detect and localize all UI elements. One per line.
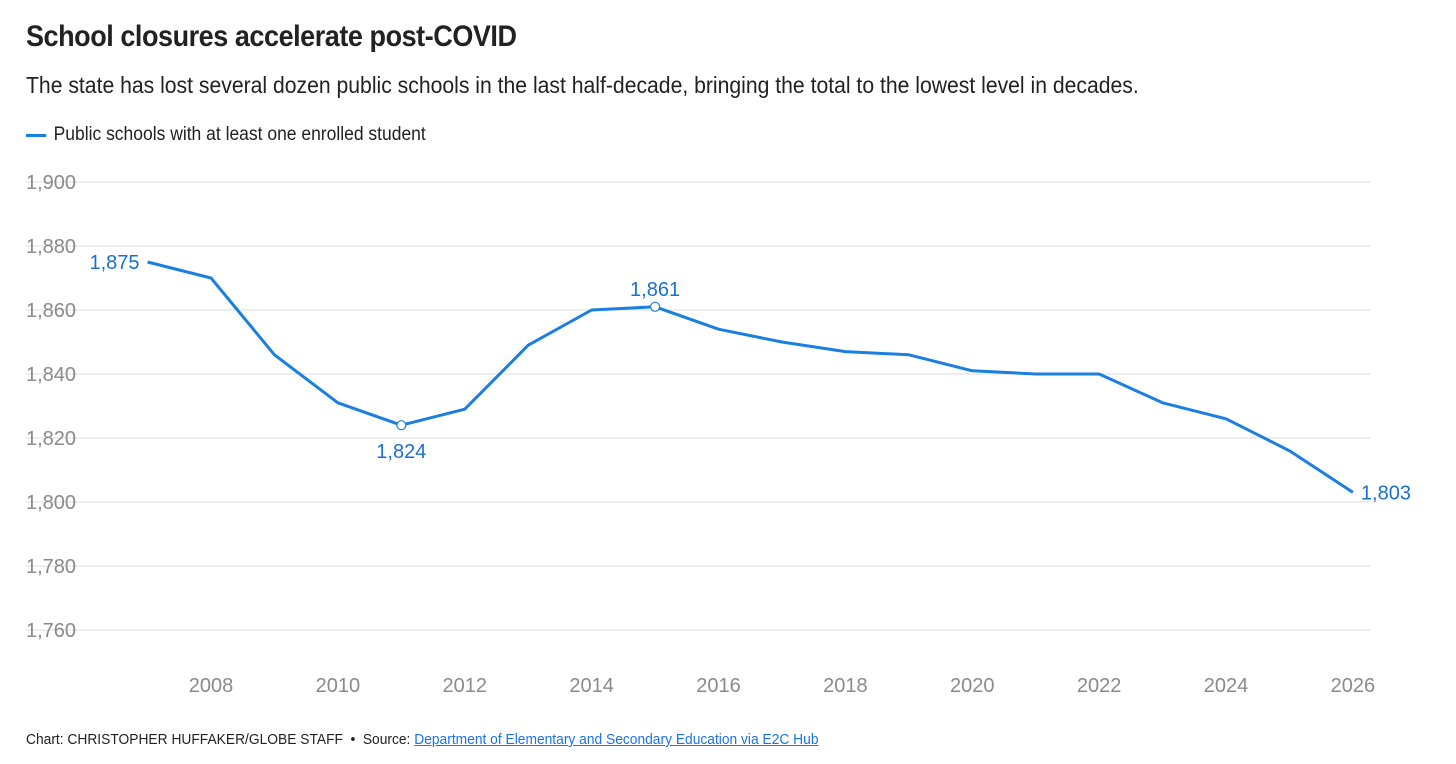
footer: Chart: CHRISTOPHER HUFFAKER/GLOBE STAFF … [26,731,819,748]
x-tick-label: 2016 [696,675,741,697]
x-tick-label: 2014 [569,675,614,697]
y-tick-label: 1,840 [26,364,76,386]
x-tick-label: 2022 [1077,675,1122,697]
source-link[interactable]: Department of Elementary and Secondary E… [414,731,819,748]
chart-title: School closures accelerate post-COVID [26,20,517,53]
y-tick-label: 1,880 [26,236,76,258]
chart-credit: Chart: CHRISTOPHER HUFFAKER/GLOBE STAFF [26,731,343,748]
y-tick-label: 1,860 [26,300,76,322]
x-tick-label: 2012 [443,675,488,697]
y-tick-label: 1,900 [26,172,76,194]
annotation-marker [649,301,661,312]
data-label: 1,824 [376,441,426,463]
legend-label: Public schools with at least one enrolle… [53,124,426,145]
x-tick-label: 2010 [316,675,361,697]
y-tick-label: 1,780 [26,556,76,578]
x-tick-label: 2008 [189,675,234,697]
y-tick-label: 1,820 [26,428,76,450]
source-label: Source: [362,731,411,748]
separator: • [350,731,356,748]
x-tick-label: 2024 [1204,675,1249,697]
data-label: 1,803 [1361,482,1411,504]
annotation-marker [396,420,407,431]
y-tick-label: 1,800 [26,492,76,514]
y-tick-label: 1,760 [26,620,76,642]
data-label: 1,875 [89,252,139,274]
legend: Public schools with at least one enrolle… [26,124,426,146]
chart-subtitle: The state has lost several dozen public … [26,72,1139,98]
x-tick-label: 2018 [823,675,868,697]
x-tick-label: 2026 [1331,675,1376,697]
x-tick-label: 2020 [950,675,995,697]
legend-swatch [26,133,47,137]
data-label: 1,861 [630,279,680,301]
series-line [147,260,1354,494]
